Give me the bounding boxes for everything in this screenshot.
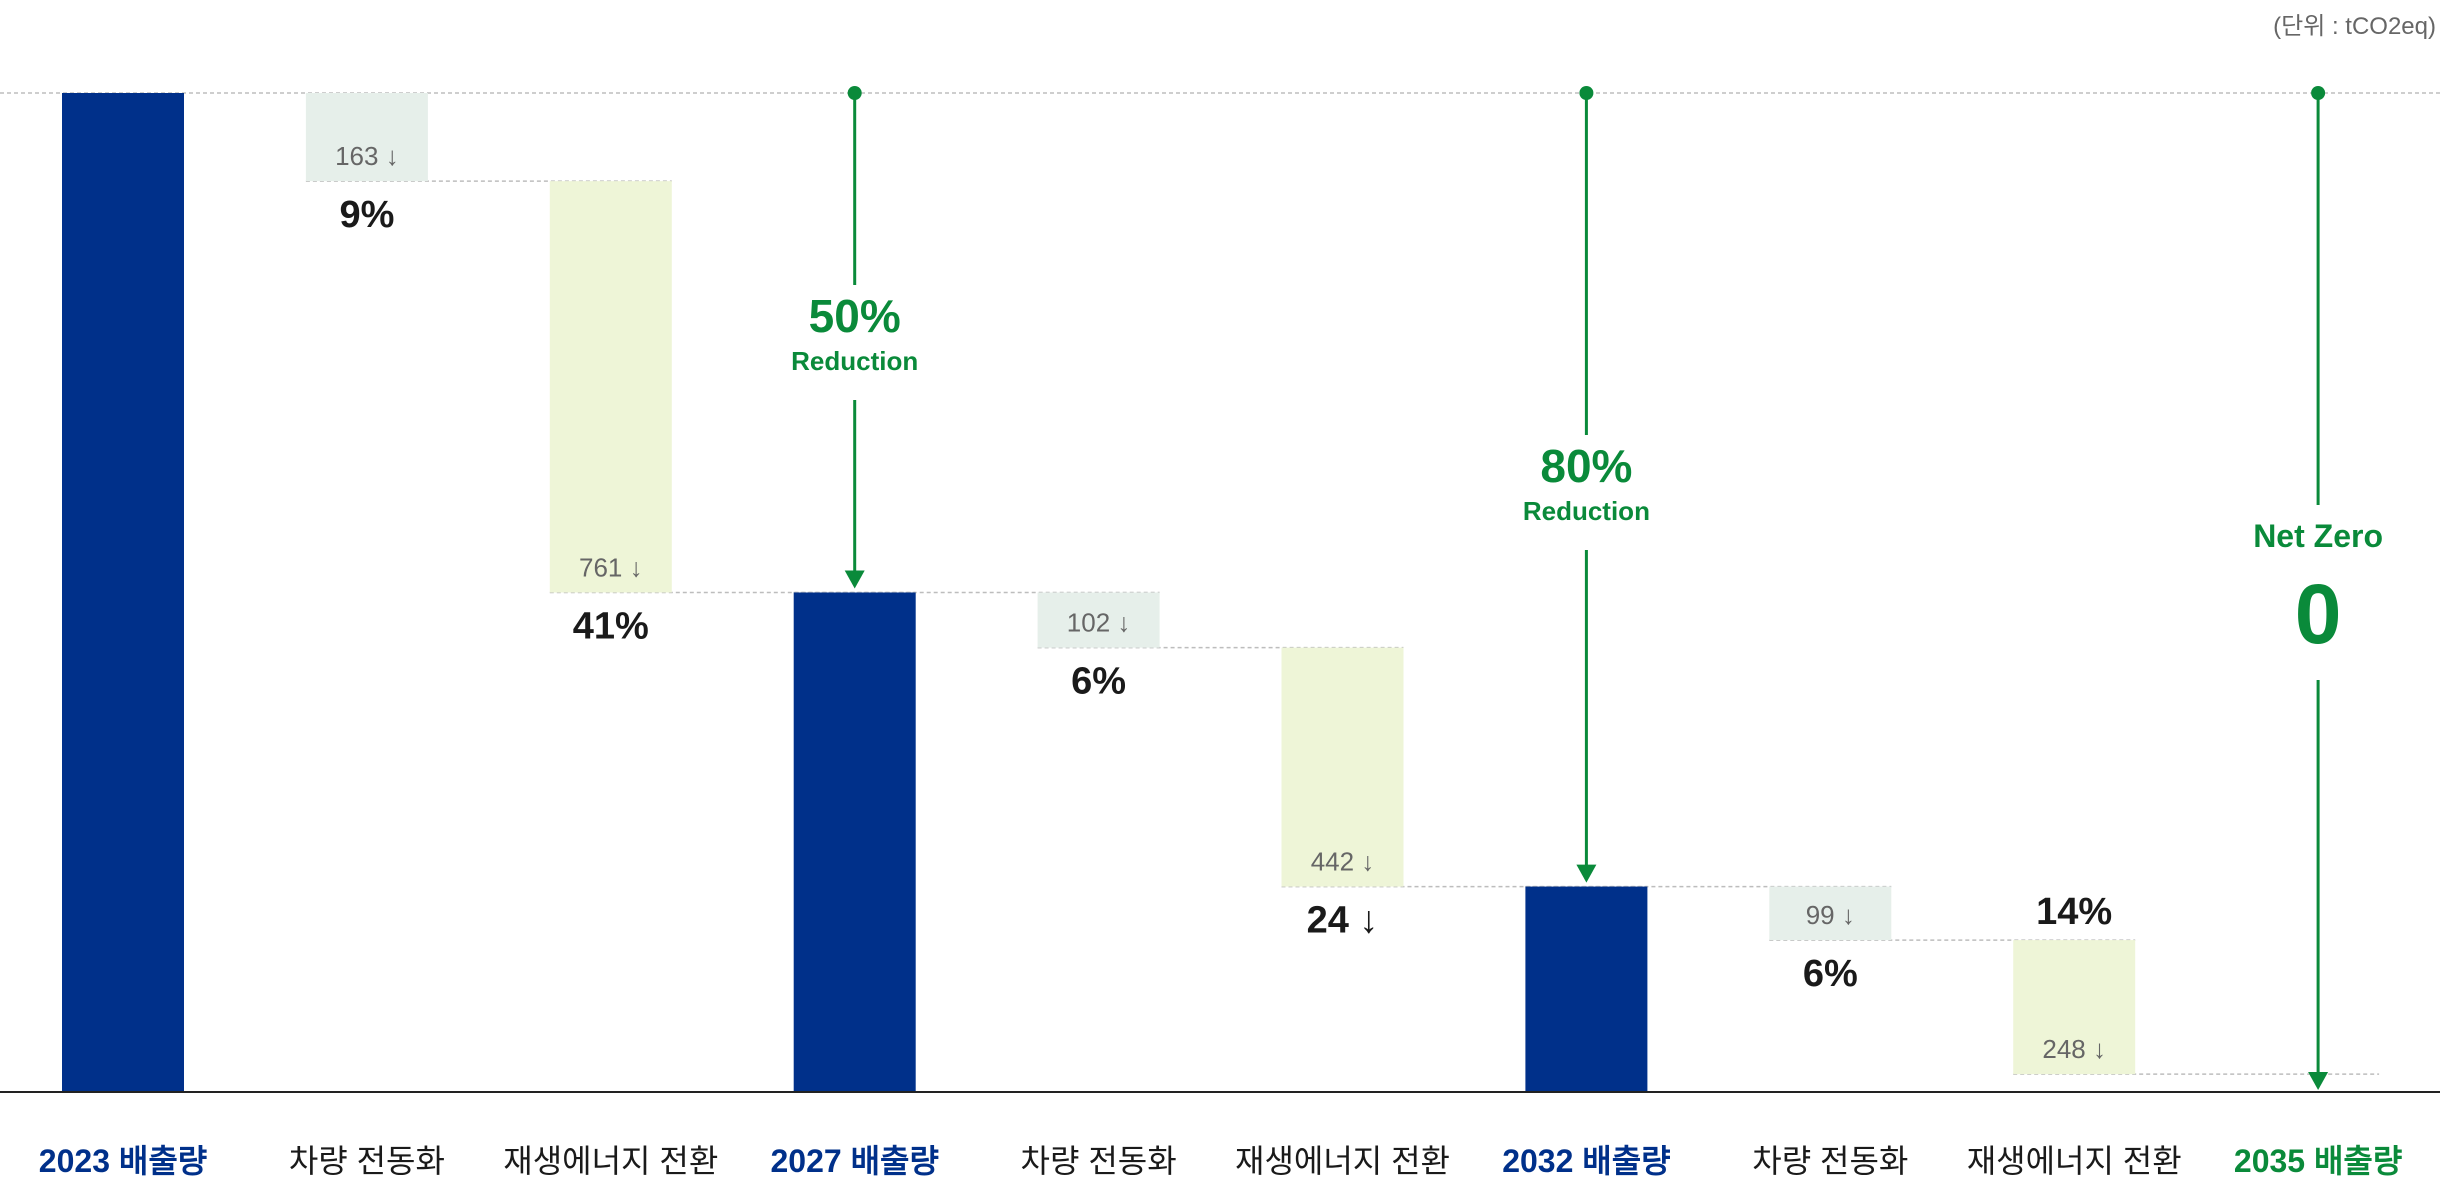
x-tick-label: 차량 전동화: [289, 1143, 445, 1179]
decrease-percent-label: 9%: [339, 194, 394, 236]
decrease-value-label: 442 ↓: [1311, 847, 1375, 877]
annotation-arrowhead: [844, 570, 865, 589]
emission-bar: [793, 592, 916, 1092]
annotation-value: 0: [2295, 567, 2342, 661]
x-tick-label: 재생에너지 전환: [1235, 1143, 1450, 1179]
x-tick-label: 차량 전동화: [1021, 1143, 1177, 1179]
decrease-bar: [1281, 647, 1404, 887]
x-tick-label: 2027 배출량: [770, 1143, 938, 1179]
annotation-value: 50%: [809, 290, 901, 342]
decrease-percent-label: 14%: [2036, 891, 2112, 933]
annotation-arrowhead: [2308, 1072, 2329, 1090]
decrease-percent-label: 6%: [1803, 953, 1858, 995]
decrease-bar: [1769, 886, 1892, 941]
decrease-value-label: 163 ↓: [335, 141, 399, 171]
x-tick-label: 재생에너지 전환: [1967, 1143, 2182, 1179]
annotation-arrowhead: [1576, 864, 1597, 883]
decrease-bar: [2013, 940, 2136, 1075]
x-tick-label: 2032 배출량: [1502, 1143, 1670, 1179]
decrease-bar: [549, 181, 672, 593]
annotation-label: Net Zero: [2253, 518, 2383, 554]
decrease-value-label: 102 ↓: [1067, 608, 1131, 638]
decrease-percent-label: 6%: [1071, 661, 1126, 703]
annotation-label: Reduction: [1523, 496, 1650, 526]
decrease-percent-label: 41%: [573, 606, 649, 648]
x-tick-label: 차량 전동화: [1752, 1143, 1908, 1179]
decrease-percent-label: 24 ↓: [1307, 900, 1379, 942]
unit-note: (단위 : tCO2eq): [2273, 13, 2436, 40]
decrease-bar: [1037, 592, 1160, 648]
emission-bar: [62, 93, 184, 1092]
x-tick-label: 재생에너지 전환: [503, 1143, 718, 1179]
x-tick-label: 2035 배출량: [2234, 1143, 2402, 1179]
decrease-value-label: 248 ↓: [2042, 1034, 2106, 1064]
emission-bar: [1525, 886, 1648, 1092]
annotation-label: Reduction: [791, 346, 918, 376]
x-tick-label: 2023 배출량: [39, 1143, 207, 1179]
decrease-value-label: 99 ↓: [1806, 900, 1855, 930]
decrease-bar: [305, 93, 428, 182]
decrease-value-label: 761 ↓: [579, 553, 643, 583]
annotation-value: 80%: [1540, 440, 1632, 492]
